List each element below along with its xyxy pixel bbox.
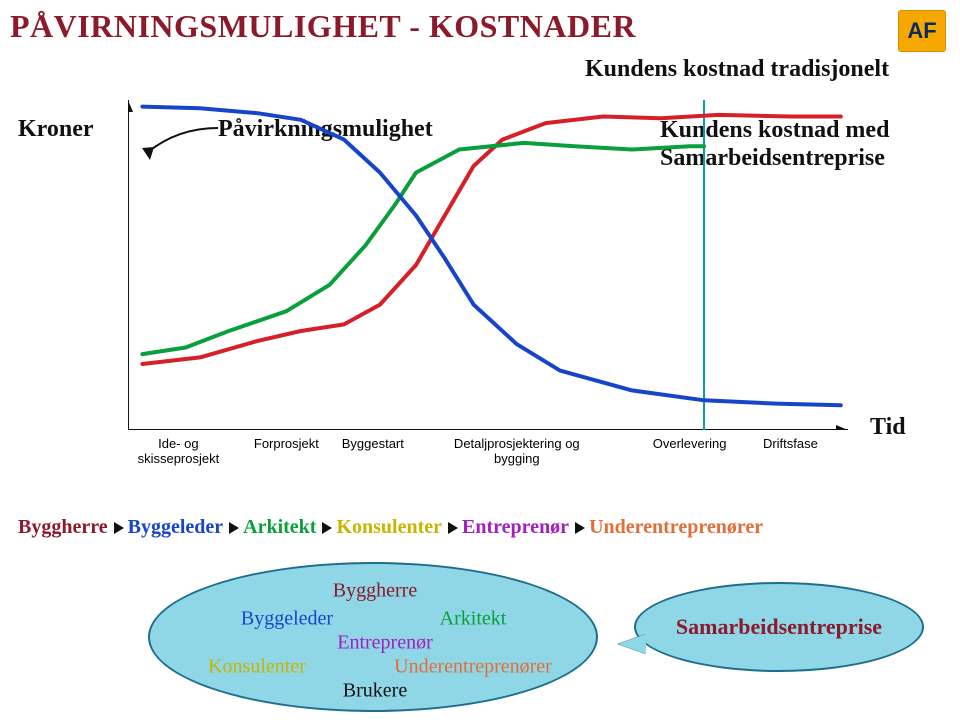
- x-tick-label: Forprosjekt: [254, 436, 319, 451]
- arrow-icon: [229, 522, 239, 534]
- callout-bubble: Samarbeidsentreprise: [634, 582, 924, 672]
- y-axis-label: Kroner: [18, 116, 94, 143]
- collaboration-ellipse: ByggherreByggeleder Arkitekt Entreprenør Ko…: [148, 562, 598, 712]
- ellipse-label: Entreprenør: [337, 632, 433, 655]
- arrow-icon: [448, 522, 458, 534]
- x-tick-label: Driftsfase: [763, 436, 818, 451]
- x-tick-label: Byggestart: [342, 436, 404, 451]
- arrow-icon: [322, 522, 332, 534]
- actor-konsulenter: Konsulenter: [336, 516, 442, 539]
- chart-svg: [128, 100, 848, 430]
- actor-byggherre: Byggherre: [18, 516, 108, 539]
- x-tick-label: Overlevering: [653, 436, 727, 451]
- slide: PÅVIRNINGSMULIGHET - KOSTNADER AF Kunden…: [0, 0, 960, 724]
- arrow-icon: [575, 522, 585, 534]
- callout-tail: [618, 634, 646, 654]
- actors-row: Byggherre Byggeleder Arkitekt Konsulenter En…: [18, 516, 763, 539]
- arrow-icon: [114, 522, 124, 534]
- callout-text: Samarbeidsentreprise: [676, 614, 882, 640]
- ellipse-label: Konsulenter: [208, 656, 306, 679]
- ellipse-label: Underentreprenører: [394, 656, 552, 679]
- chart: Ide- og skisseprosjekt Forprosjekt Byggest…: [128, 100, 848, 500]
- actor-byggeleder: Byggeleder: [128, 516, 224, 539]
- ellipse-label: Brukere: [343, 680, 407, 703]
- page-title: PÅVIRNINGSMULIGHET - KOSTNADER: [10, 8, 950, 45]
- time-axis-label: Tid: [870, 414, 906, 441]
- x-tick-label: Ide- og skisseprosjekt: [138, 436, 220, 466]
- subtitle-cost-traditional: Kundens kostnad tradisjonelt: [585, 56, 889, 83]
- series-green: [142, 143, 704, 354]
- ellipse-label: Byggherre: [333, 580, 417, 603]
- ellipse-label: Byggeleder: [241, 608, 333, 631]
- actor-entreprenør: Entreprenør: [462, 516, 569, 539]
- x-tick-label: Detaljprosjektering og bygging: [454, 436, 580, 466]
- actor-underentreprenører: Underentreprenører: [589, 516, 763, 539]
- logo: AF: [898, 10, 946, 52]
- ellipse-label: Arkitekt: [440, 608, 507, 631]
- actor-arkitekt: Arkitekt: [243, 516, 316, 539]
